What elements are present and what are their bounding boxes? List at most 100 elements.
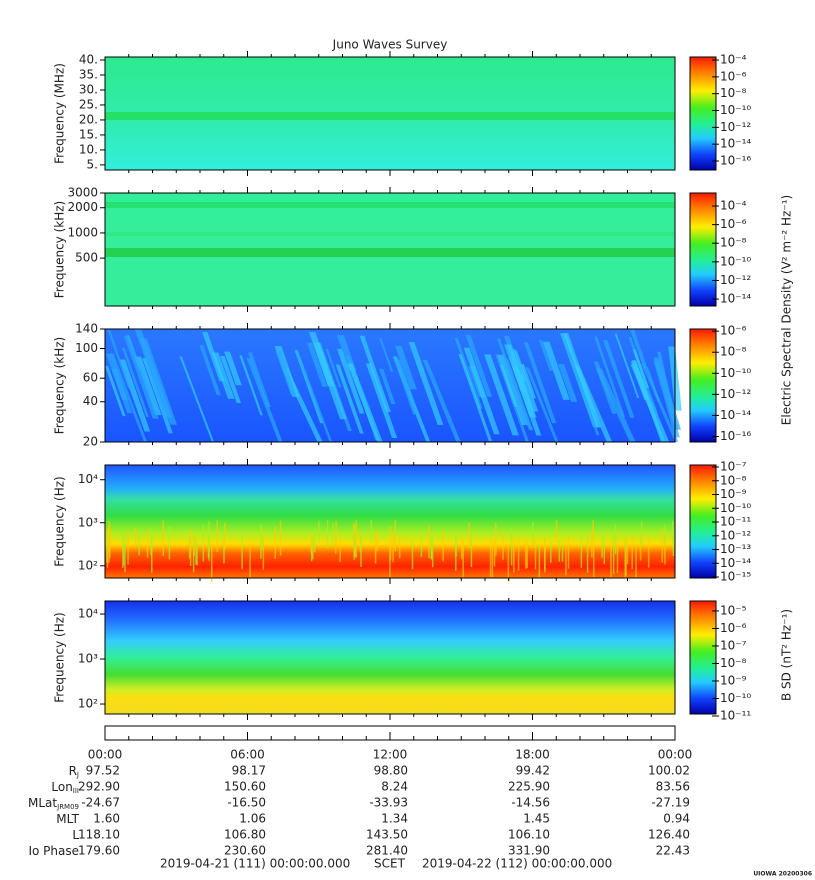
ephemeris-value: 179.60 bbox=[78, 844, 120, 858]
colorbar-tick-label: 10⁻⁸ bbox=[720, 656, 747, 670]
spike bbox=[672, 520, 674, 543]
ephemeris-label-sub: JRM09 bbox=[56, 803, 79, 811]
spike bbox=[460, 538, 463, 560]
colorbar-tick-label: 10⁻¹⁰ bbox=[720, 103, 751, 117]
colorbar-tick-label: 10⁻⁵ bbox=[720, 603, 747, 617]
colorbar-tick-label: 10⁻¹² bbox=[720, 387, 751, 401]
colorbar-tick-label: 10⁻⁸ bbox=[720, 236, 747, 250]
spike bbox=[376, 529, 378, 552]
streak bbox=[465, 334, 493, 397]
stamp: UIOWA 20200306 bbox=[753, 871, 812, 878]
spike bbox=[489, 538, 492, 577]
ephemeris-label: Io Phase bbox=[28, 844, 79, 858]
colorbar-tick-label: 10⁻¹¹ bbox=[720, 515, 751, 529]
ephemeris-value: -27.19 bbox=[651, 796, 690, 810]
spike bbox=[210, 544, 213, 582]
spike bbox=[601, 531, 603, 558]
spike bbox=[517, 537, 520, 571]
streak bbox=[631, 360, 666, 442]
spike bbox=[262, 533, 265, 570]
y-axis-label: Frequency (MHz) bbox=[53, 63, 67, 164]
colorbar-tick-label: 10⁻¹¹ bbox=[720, 708, 751, 722]
y-tick-label: 15. bbox=[79, 127, 98, 141]
streak bbox=[297, 356, 333, 442]
ephemeris-value: 1.60 bbox=[93, 812, 120, 826]
colorbar-tick-label: 10⁻⁹ bbox=[720, 487, 747, 501]
ephemeris-value: 97.52 bbox=[86, 764, 120, 778]
colorbar-tick-label: 10⁻¹⁴ bbox=[720, 556, 751, 570]
spike bbox=[593, 542, 595, 577]
spike bbox=[561, 540, 564, 562]
spike bbox=[189, 530, 192, 566]
spike bbox=[612, 534, 615, 574]
spike bbox=[196, 542, 198, 566]
spike bbox=[195, 530, 197, 565]
streak bbox=[557, 364, 578, 402]
spike bbox=[108, 521, 111, 555]
colorbar-tick-label: 10⁻¹⁰ bbox=[720, 501, 751, 515]
streak bbox=[395, 345, 417, 390]
colorbar-tick-label: 10⁻⁶ bbox=[720, 69, 747, 83]
colorbar-tick-label: 10⁻¹⁴ bbox=[720, 408, 751, 422]
streak bbox=[111, 368, 133, 414]
spike bbox=[555, 520, 558, 543]
spike bbox=[122, 534, 124, 568]
ephemeris-label-text: MLat bbox=[28, 796, 57, 810]
spike bbox=[411, 538, 414, 570]
streak bbox=[199, 345, 221, 396]
ephemeris-label: RJ bbox=[69, 764, 79, 780]
streak bbox=[408, 342, 444, 425]
streak bbox=[632, 349, 650, 388]
spike bbox=[502, 530, 504, 560]
ephemeris-label-text: Lon bbox=[51, 780, 72, 794]
spike bbox=[135, 527, 137, 548]
streak bbox=[603, 339, 635, 418]
streak bbox=[458, 354, 493, 442]
streak bbox=[211, 352, 235, 399]
colorbar-tick-label: 10⁻¹⁰ bbox=[720, 366, 751, 380]
spike bbox=[312, 537, 314, 560]
ephemeris-value: -24.67 bbox=[81, 796, 120, 810]
spike bbox=[493, 541, 496, 567]
spike bbox=[442, 530, 444, 562]
spike bbox=[389, 526, 392, 561]
streak bbox=[484, 354, 519, 436]
colorbar-tick-label: 10⁻¹² bbox=[720, 528, 751, 542]
spike bbox=[241, 533, 243, 569]
spike bbox=[360, 533, 362, 568]
spike bbox=[162, 520, 164, 556]
y-tick-label: 2000 bbox=[67, 200, 98, 214]
spike bbox=[261, 527, 263, 551]
colorbar-tick-label: 10⁻¹⁶ bbox=[720, 429, 751, 443]
spike bbox=[534, 539, 537, 570]
colorbar-tick-label: 10⁻⁷ bbox=[720, 460, 747, 474]
ephemeris-value: 230.60 bbox=[224, 844, 266, 858]
ephemeris-value: 0.94 bbox=[663, 812, 690, 826]
streak bbox=[525, 367, 559, 442]
y-tick-label: 10³ bbox=[78, 652, 98, 666]
streak bbox=[119, 359, 151, 432]
spike bbox=[558, 540, 561, 562]
y-axis-label: Frequency (Hz) bbox=[53, 476, 67, 567]
x-tick-label: 00:00 bbox=[658, 748, 693, 762]
spike bbox=[249, 542, 251, 580]
spike bbox=[580, 529, 583, 568]
ephemeris-label: LonIII bbox=[51, 780, 79, 796]
spike bbox=[279, 520, 282, 556]
spike bbox=[625, 537, 627, 576]
colorbar-tick-label: 10⁻⁴ bbox=[720, 199, 747, 213]
y-tick-label: 10² bbox=[78, 697, 98, 711]
spike bbox=[394, 520, 396, 552]
streak bbox=[220, 355, 242, 404]
spike bbox=[370, 520, 373, 543]
streak bbox=[593, 361, 617, 414]
streak bbox=[246, 358, 283, 442]
streak bbox=[336, 348, 365, 414]
y-tick-label: 25. bbox=[79, 97, 98, 111]
colorbar-tick-label: 10⁻⁷ bbox=[720, 638, 747, 652]
ephemeris-value: -14.56 bbox=[511, 796, 550, 810]
colorbar-tick-label: 10⁻⁸ bbox=[720, 473, 747, 487]
spike bbox=[640, 521, 643, 547]
band bbox=[105, 248, 675, 257]
ephemeris-label-sub: J bbox=[76, 771, 79, 779]
